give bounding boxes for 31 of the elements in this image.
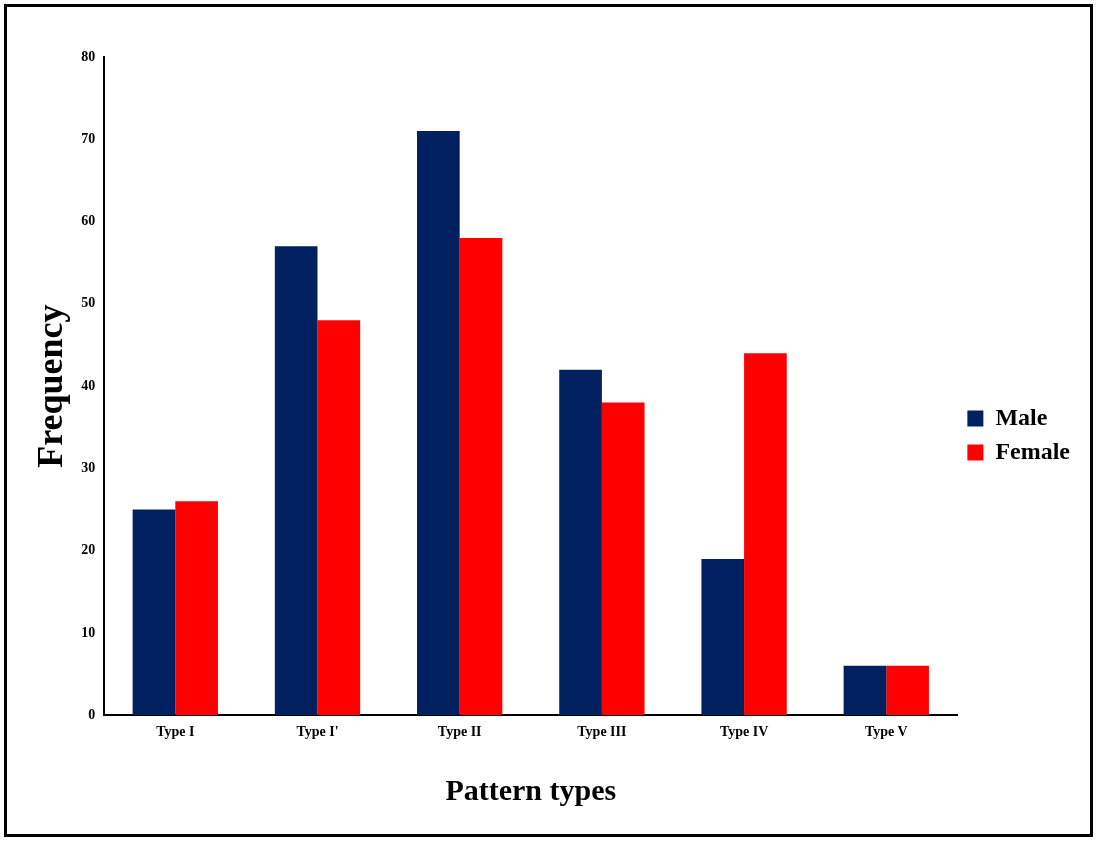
x-tick-label: Type V [864,724,908,740]
y-tick-label: 50 [81,295,96,311]
y-tick-label: 70 [81,130,96,146]
y-tick-label: 80 [81,48,96,64]
x-tick-label: Type III [577,724,627,740]
bar [417,131,460,716]
y-tick-label: 20 [81,542,96,558]
bar [601,402,645,716]
bar [274,246,318,716]
x-tick-label: Type I' [296,724,339,740]
y-axis-title: Frequency [29,304,70,468]
bar [175,501,218,716]
y-tick-label: 0 [88,706,96,722]
bar [744,353,787,716]
bar [317,320,361,716]
bar [559,369,602,716]
bar [843,665,887,716]
x-tick-label: Type I [156,724,195,740]
bar [701,558,745,716]
legend-label: Male [995,403,1048,430]
y-tick-label: 30 [81,459,96,475]
y-tick-label: 40 [81,377,96,393]
bar [459,238,503,716]
y-tick-label: 10 [81,624,96,640]
x-axis-title: Pattern types [445,772,617,806]
y-tick-label: 60 [81,213,96,229]
x-tick-label: Type IV [719,724,769,740]
legend-label: Female [995,437,1071,464]
x-tick-label: Type II [437,724,482,740]
bar [886,665,929,716]
bar [132,509,176,716]
